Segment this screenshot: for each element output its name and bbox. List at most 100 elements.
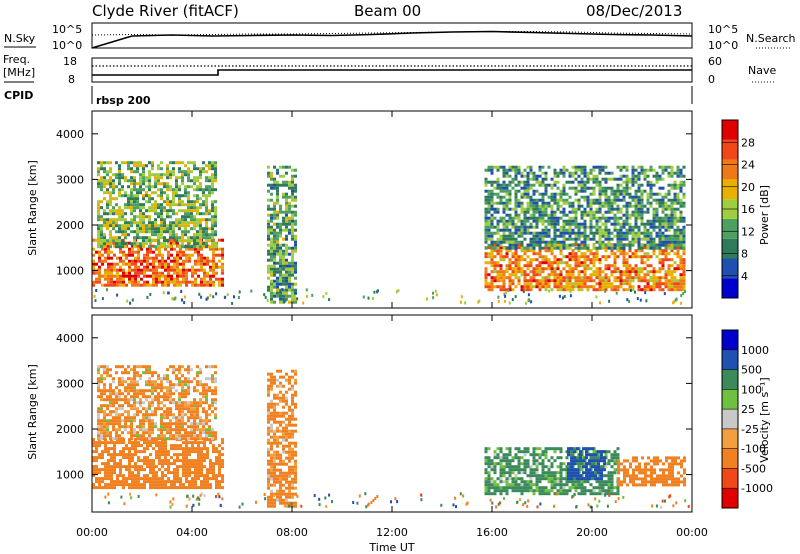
data-cell bbox=[166, 416, 169, 420]
data-cell bbox=[598, 180, 602, 184]
data-cell bbox=[205, 413, 208, 417]
data-cell bbox=[496, 285, 500, 289]
data-cell bbox=[589, 198, 593, 202]
data-cell bbox=[628, 243, 632, 247]
data-cell bbox=[625, 183, 629, 187]
data-cell bbox=[604, 255, 608, 259]
data-cell bbox=[595, 216, 599, 220]
data-cell bbox=[499, 267, 503, 271]
data-cell bbox=[199, 197, 202, 201]
data-cell bbox=[104, 444, 107, 448]
data-cell bbox=[182, 271, 185, 275]
data-cell bbox=[631, 255, 635, 259]
data-cell bbox=[194, 250, 197, 254]
data-cell bbox=[95, 441, 98, 445]
data-cell bbox=[583, 252, 587, 256]
data-cell bbox=[100, 377, 103, 381]
data-cell bbox=[658, 237, 662, 241]
data-cell bbox=[595, 207, 599, 211]
data-cell bbox=[661, 186, 665, 190]
data-cell bbox=[142, 182, 145, 186]
data-cell bbox=[517, 198, 521, 202]
data-cell bbox=[285, 201, 288, 205]
data-cell bbox=[158, 262, 161, 266]
data-cell bbox=[679, 231, 683, 235]
data-cell bbox=[134, 441, 137, 445]
data-cell bbox=[574, 252, 578, 256]
data-cell bbox=[673, 231, 677, 235]
data-cell bbox=[199, 218, 202, 222]
data-cell bbox=[218, 483, 221, 487]
data-cell bbox=[130, 437, 133, 441]
data-cell bbox=[193, 422, 196, 426]
data-cell bbox=[562, 243, 566, 247]
data-cell bbox=[140, 271, 143, 275]
data-cell bbox=[568, 195, 572, 199]
data-cell bbox=[196, 401, 199, 405]
data-cell bbox=[288, 252, 291, 256]
data-cell bbox=[288, 261, 291, 265]
data-cell bbox=[148, 404, 151, 408]
data-cell bbox=[676, 198, 680, 202]
data-cell bbox=[270, 447, 273, 451]
data-cell bbox=[580, 285, 584, 289]
data-cell bbox=[682, 282, 686, 286]
data-cell bbox=[142, 365, 145, 369]
data-cell bbox=[218, 453, 221, 457]
data-cell bbox=[607, 234, 611, 238]
data-cell bbox=[532, 192, 536, 196]
data-cell bbox=[625, 210, 629, 214]
data-cell bbox=[577, 282, 581, 286]
data-cell bbox=[511, 255, 515, 259]
data-cell bbox=[583, 255, 587, 259]
data-cell bbox=[586, 195, 590, 199]
data-cell bbox=[490, 234, 494, 238]
data-cell bbox=[173, 474, 176, 478]
data-cell bbox=[98, 277, 101, 281]
data-cell bbox=[149, 483, 152, 487]
data-cell bbox=[142, 245, 145, 249]
data-cell bbox=[583, 171, 587, 175]
data-cell bbox=[526, 279, 530, 283]
data-cell bbox=[130, 206, 133, 210]
data-cell bbox=[514, 195, 518, 199]
data-cell bbox=[208, 161, 211, 165]
data-cell bbox=[128, 459, 131, 463]
data-cell bbox=[628, 192, 632, 196]
data-cell bbox=[154, 389, 157, 393]
data-cell bbox=[193, 386, 196, 390]
data-cell bbox=[131, 444, 134, 448]
data-cell bbox=[221, 447, 224, 451]
data-cell bbox=[146, 250, 149, 254]
data-cell bbox=[613, 225, 617, 229]
data-cell bbox=[121, 188, 124, 192]
data-cell bbox=[157, 224, 160, 228]
data-cell bbox=[110, 283, 113, 287]
data-cell bbox=[175, 374, 178, 378]
data-cell bbox=[166, 428, 169, 432]
data-cell bbox=[151, 410, 154, 414]
data-cell bbox=[163, 410, 166, 414]
data-cell bbox=[128, 468, 131, 472]
data-cell bbox=[199, 242, 202, 246]
data-cell bbox=[179, 486, 182, 490]
data-cell bbox=[628, 246, 632, 250]
data-cell bbox=[199, 422, 202, 426]
data-cell bbox=[176, 447, 179, 451]
data-cell bbox=[130, 167, 133, 171]
data-cell bbox=[176, 456, 179, 460]
data-cell bbox=[502, 273, 506, 277]
data-cell bbox=[173, 277, 176, 281]
data-cell bbox=[152, 262, 155, 266]
data-cell bbox=[196, 410, 199, 414]
data-cell bbox=[577, 276, 581, 280]
data-cell bbox=[550, 195, 554, 199]
data-cell bbox=[643, 177, 647, 181]
data-cell bbox=[288, 180, 291, 184]
data-cell bbox=[181, 239, 184, 243]
data-cell bbox=[205, 197, 208, 201]
data-cell bbox=[188, 280, 191, 284]
data-cell bbox=[484, 195, 488, 199]
data-cell bbox=[166, 215, 169, 219]
data-cell bbox=[112, 185, 115, 189]
